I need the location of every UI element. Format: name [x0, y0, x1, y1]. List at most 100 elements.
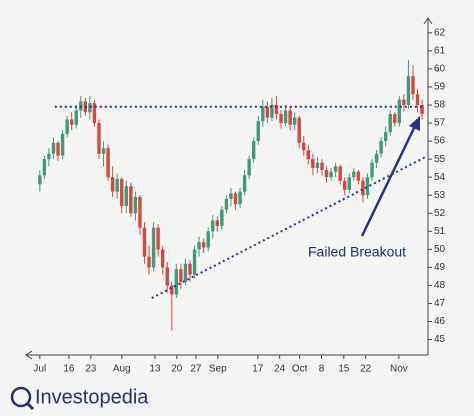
candle-body — [238, 191, 242, 205]
candle-body — [106, 148, 110, 178]
candle-body — [179, 269, 183, 282]
candle-body — [156, 227, 160, 250]
y-tick-label: 60 — [434, 64, 446, 75]
x-tick-label: 27 — [190, 364, 202, 375]
candle-body — [361, 180, 365, 196]
candle-body — [120, 178, 124, 207]
x-tick-label: 22 — [360, 364, 372, 375]
candle-body — [38, 175, 42, 185]
candle-body — [252, 141, 256, 160]
arrow-head — [409, 116, 420, 131]
candle-body — [142, 227, 147, 257]
candle-body — [320, 162, 324, 170]
candle-body — [411, 76, 415, 95]
candle-body — [292, 117, 297, 125]
candle-body — [133, 197, 138, 214]
candle-body — [329, 171, 333, 178]
x-tick-label: Sep — [209, 364, 227, 375]
candle-body — [229, 193, 233, 199]
candle-body — [279, 114, 283, 124]
candle-body — [261, 106, 265, 122]
candle-body — [124, 186, 128, 207]
candle-body — [265, 106, 270, 118]
logo-icon — [10, 386, 32, 408]
candle-body — [393, 114, 397, 124]
candle-body — [65, 119, 69, 134]
y-tick-label: 46 — [434, 316, 446, 327]
x-tick-label: 20 — [171, 364, 183, 375]
candle-body — [47, 153, 51, 160]
y-tick-label: 57 — [434, 118, 446, 129]
candle-body — [115, 178, 119, 192]
candle-body — [306, 150, 311, 160]
candle-body — [183, 263, 188, 282]
logo-handle — [25, 401, 35, 411]
annotation: Failed Breakout — [308, 244, 406, 260]
candle-body — [397, 99, 402, 124]
candle-body — [379, 141, 383, 154]
x-tick-label: Nov — [390, 364, 408, 375]
y-tick-label: 48 — [434, 280, 446, 291]
x-tick-label: Aug — [113, 364, 131, 375]
candle-body — [69, 119, 74, 125]
y-tick-label: 55 — [434, 154, 446, 165]
candle-body — [256, 121, 260, 142]
candle-body — [51, 142, 56, 154]
y-tick-label: 62 — [434, 27, 446, 38]
candle-body — [270, 105, 274, 118]
candle-body — [315, 162, 320, 169]
annotation-arrow — [360, 123, 418, 237]
plot: 45 46 47 48 49 50 51 52 53 54 55 56 57 58 59 60 61 62 Jul 1… — [33, 27, 445, 374]
candle-body — [347, 177, 351, 190]
candle-body — [129, 186, 133, 214]
candle-body — [415, 94, 420, 105]
candle-body — [352, 171, 356, 178]
candle-body — [174, 269, 179, 295]
candle-body — [365, 177, 370, 196]
candle-body — [160, 249, 165, 268]
candle-body — [356, 171, 361, 181]
y-tick-label: 54 — [434, 172, 446, 183]
candle-body — [201, 242, 206, 248]
candle-body — [188, 263, 192, 275]
candle-body — [97, 123, 101, 154]
candle-body — [170, 285, 174, 295]
candle-body — [110, 177, 115, 192]
x-tick-label: 16 — [63, 364, 75, 375]
candle-body — [60, 133, 65, 156]
x-tick-label: 24 — [274, 364, 286, 375]
candle-body — [233, 193, 238, 205]
y-tick-label: 50 — [434, 244, 446, 255]
candle-body — [406, 76, 411, 105]
candle-body — [206, 231, 210, 248]
candle-body — [383, 132, 388, 142]
candle-body — [101, 148, 106, 154]
candle-body — [151, 227, 156, 268]
x-tick-label: Jul — [33, 364, 46, 375]
candle-body — [247, 159, 251, 176]
candle-body — [283, 110, 288, 124]
candle-body — [374, 153, 379, 163]
candle-body — [197, 242, 201, 250]
y-tick-label: 49 — [434, 262, 446, 273]
candle-body — [74, 110, 78, 125]
x-tick-label: Oct — [292, 364, 308, 375]
candle-body — [402, 99, 406, 105]
candle-body — [343, 180, 347, 190]
candle-body — [92, 103, 97, 124]
y-tick-label: 53 — [434, 190, 446, 201]
candle-body — [56, 142, 60, 156]
y-tick-label: 47 — [434, 298, 446, 309]
candle-body — [42, 159, 47, 176]
x-tick-label: 15 — [338, 364, 350, 375]
brand: Investopedia — [35, 386, 149, 408]
candle-body — [333, 166, 338, 172]
candle-body — [224, 198, 229, 210]
candle-body — [242, 175, 247, 192]
candle-body — [311, 159, 315, 169]
candle-body — [324, 169, 329, 178]
x-tick-label: 23 — [85, 364, 97, 375]
y-tick-label: 59 — [434, 82, 446, 93]
candle-body — [297, 117, 301, 143]
